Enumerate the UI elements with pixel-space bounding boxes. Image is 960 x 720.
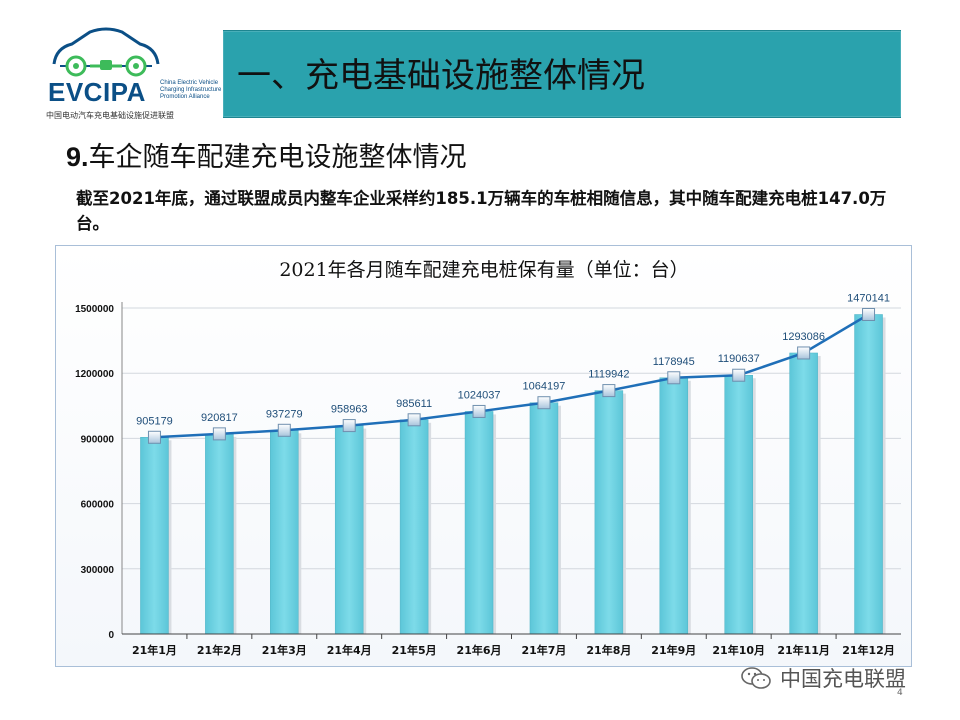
page-subtitle: 9.车企随车配建充电设施整体情况 — [66, 135, 467, 174]
logo-title: EVCIPA — [48, 77, 146, 107]
section-banner: 一、充电基础设施整体情况 — [223, 30, 901, 118]
chart-panel: 2021年各月随车配建充电桩保有量（单位：台） 0 300000 600000 900… — [55, 245, 912, 667]
y-tick-label: 1500000 — [75, 304, 114, 315]
data-label: 1293086 — [782, 331, 825, 343]
bar-5 — [399, 419, 429, 635]
line-point-12 — [862, 307, 876, 321]
line-point-4 — [342, 419, 356, 433]
data-label: 985611 — [396, 398, 432, 410]
bar-4 — [334, 425, 364, 635]
y-tick-label: 0 — [108, 630, 114, 641]
x-tick-label: 21年3月 — [262, 643, 307, 657]
x-tick-label: 21年2月 — [197, 643, 242, 657]
data-label: 905179 — [136, 415, 173, 427]
data-label: 937279 — [266, 408, 303, 420]
bar-9 — [659, 377, 689, 635]
y-tick-label: 300000 — [81, 565, 115, 576]
logo-english-name: China Electric Vehicle Charging Infrastr… — [160, 80, 222, 100]
x-tick-label: 21年9月 — [651, 643, 696, 657]
data-label: 1470141 — [847, 292, 890, 304]
bar-1 — [140, 437, 169, 635]
x-tick-label: 21年7月 — [521, 643, 566, 657]
line-point-10 — [732, 368, 746, 382]
x-tick-label: 21年8月 — [586, 643, 631, 657]
chart-title: 2021年各月随车配建充电桩保有量（单位：台） — [279, 259, 688, 281]
monthly-charger-chart: 2021年各月随车配建充电桩保有量（单位：台） 0 300000 600000 900… — [75, 259, 901, 657]
wechat-watermark: 中国充电联盟 — [740, 664, 906, 692]
subtitle-number: 9. — [66, 142, 89, 172]
bar-7 — [529, 402, 559, 635]
data-label: 1064197 — [523, 381, 566, 393]
line-point-5 — [407, 413, 421, 427]
data-label: 1190637 — [718, 353, 760, 365]
subtitle-text: 车企随车配建充电设施整体情况 — [88, 142, 467, 173]
wechat-icon — [741, 667, 771, 689]
line-point-11 — [797, 346, 811, 360]
bar-6 — [464, 411, 494, 635]
x-tick-label: 21年4月 — [327, 643, 372, 657]
x-tick-label: 21年1月 — [132, 643, 177, 657]
page-number: 4 — [897, 688, 903, 698]
y-tick-label: 1200000 — [75, 369, 114, 380]
y-tick-label: 900000 — [81, 434, 115, 445]
line-point-2 — [212, 427, 226, 441]
data-label: 958963 — [331, 404, 368, 416]
evcipa-logo: EVCIPA China Electric Vehicle Charging I… — [40, 22, 221, 122]
bar-11 — [789, 352, 818, 635]
data-label: 1024037 — [458, 389, 501, 401]
bar-2 — [205, 433, 234, 635]
line-point-8 — [602, 384, 616, 398]
car-plug-logo-icon — [52, 27, 160, 77]
y-tick-label: 600000 — [81, 500, 115, 511]
data-label: 920817 — [201, 412, 238, 424]
line-point-6 — [472, 404, 486, 418]
x-tick-label: 21年5月 — [392, 643, 437, 657]
bar-10 — [724, 374, 753, 635]
x-tick-label: 21年12月 — [842, 643, 895, 657]
x-tick-label: 21年10月 — [712, 643, 765, 657]
data-label: 1178945 — [653, 356, 695, 368]
bar-8 — [594, 390, 624, 635]
line-point-9 — [667, 371, 681, 385]
x-tick-label: 21年6月 — [457, 643, 502, 657]
bar-12 — [854, 314, 883, 635]
line-point-7 — [537, 396, 551, 410]
line-point-3 — [277, 423, 291, 437]
x-tick-label: 21年11月 — [777, 643, 830, 657]
line-series — [154, 313, 870, 439]
data-label: 1119942 — [588, 369, 629, 381]
watermark-text: 中国充电联盟 — [780, 667, 906, 691]
bar-3 — [270, 430, 299, 635]
logo-chinese-name: 中国电动汽车充电基础设施促进联盟 — [46, 111, 174, 120]
line-point-1 — [147, 430, 161, 444]
summary-paragraph: 截至2021年底，通过联盟成员内整车企业采样约185.1万辆车的车桩相随信息，其… — [76, 189, 887, 233]
section-title: 一、充电基础设施整体情况 — [237, 56, 645, 96]
